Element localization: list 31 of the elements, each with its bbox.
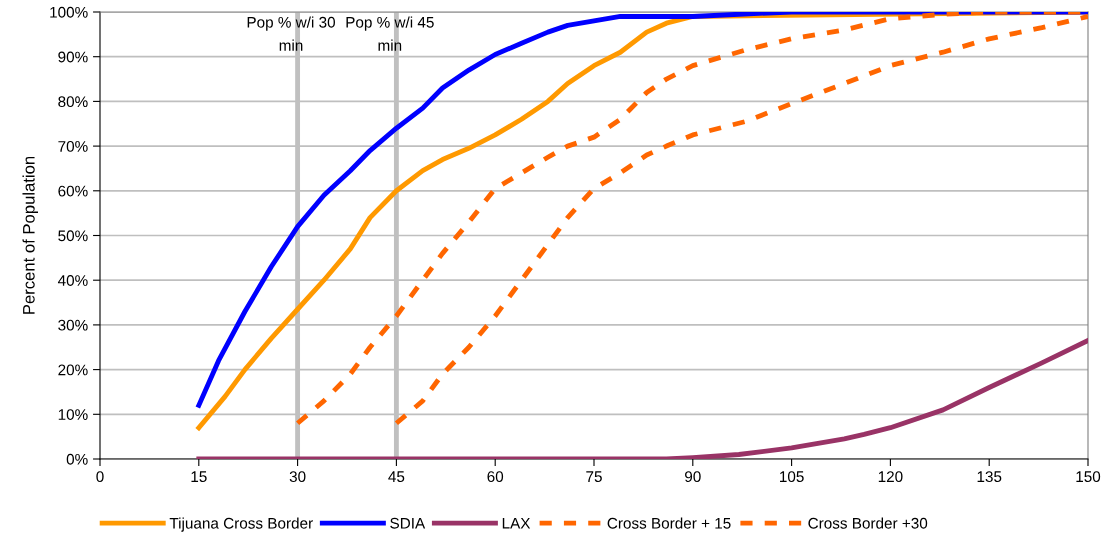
y-tick-label: 20%	[58, 364, 88, 376]
y-tick-label: 70%	[58, 140, 88, 152]
x-tick-label: 120	[878, 471, 903, 483]
legend-label: LAX	[502, 518, 531, 529]
y-tick-label: 90%	[58, 51, 88, 63]
x-tick-label: 0	[96, 471, 104, 483]
y-tick-label: 80%	[58, 96, 88, 108]
legend-label: Cross Border +30	[808, 517, 928, 529]
x-tick-label: 90	[685, 471, 701, 483]
x-tick-label: 45	[388, 471, 405, 483]
x-tick-label: 105	[780, 471, 804, 483]
x-tick-label: 60	[487, 471, 504, 483]
ref-line-label: Pop % w/i 30 min	[247, 16, 335, 51]
y-tick-label: 50%	[58, 230, 88, 242]
y-tick-label: 60%	[58, 185, 88, 197]
y-tick-label: 40%	[57, 275, 88, 286]
x-tick-label: 30	[289, 471, 306, 483]
ref-line-label: Pop % w/i 45 min	[346, 16, 434, 51]
y-tick-label: 30%	[58, 319, 88, 331]
legend-label: Cross Border + 15	[607, 517, 731, 529]
line-series	[196, 338, 1088, 459]
legend-label: SDIA	[390, 517, 426, 529]
y-tick-label: 100%	[50, 6, 88, 18]
legend-label: Tijuana Cross Border	[169, 517, 313, 532]
x-tick-label: 135	[977, 471, 1002, 483]
x-tick-label: 150	[1076, 471, 1101, 483]
x-tick-label: 75	[586, 471, 602, 483]
y-tick-label: 10%	[58, 409, 88, 420]
y-axis-title: Percent of Population	[22, 156, 39, 314]
x-tick-label: 15	[191, 471, 207, 483]
y-tick-label: 0%	[66, 453, 88, 465]
